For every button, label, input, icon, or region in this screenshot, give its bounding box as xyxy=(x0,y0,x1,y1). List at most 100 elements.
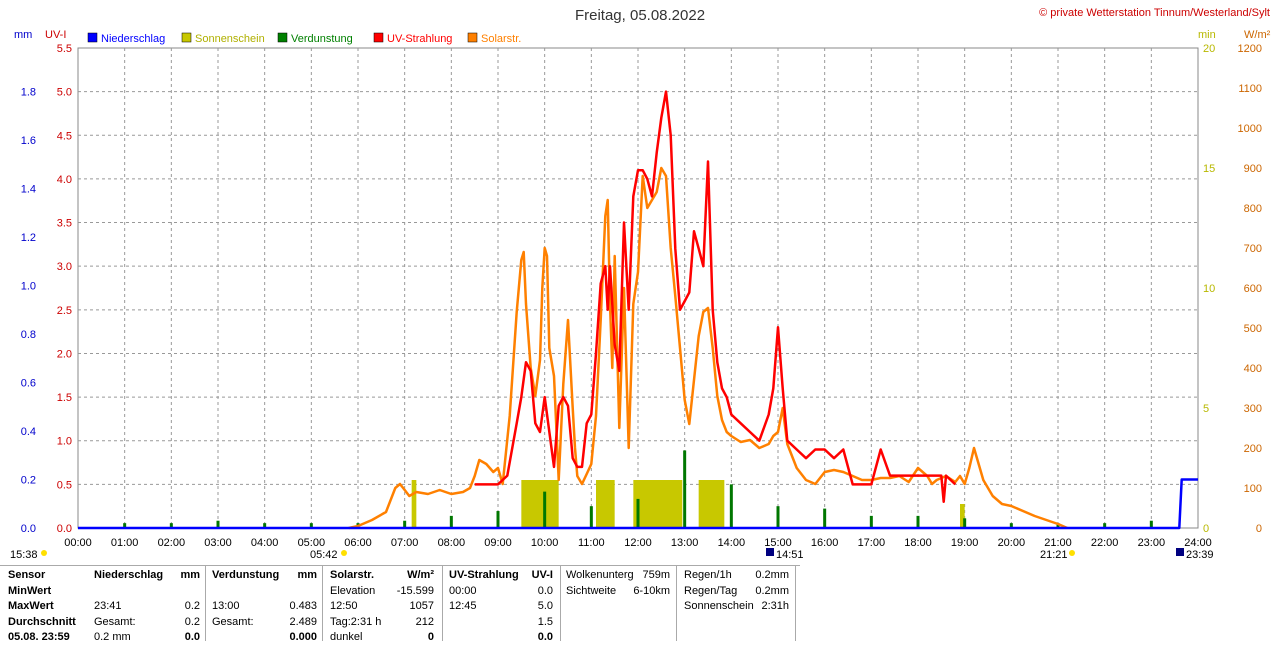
wm2-tick-label: 1100 xyxy=(1238,83,1262,95)
col-solar-cell-value: 1057 xyxy=(409,600,434,612)
evaporation-bar xyxy=(123,523,127,528)
col-wolken-cell-label: Wolkenunterg xyxy=(566,569,634,581)
col-regen-cell-label: Regen/Tag xyxy=(684,584,738,597)
col-niederschlag-cell-label: 0.2 mm xyxy=(94,631,131,643)
unit-uvi: UV-I xyxy=(45,29,66,41)
wm2-tick-label: 400 xyxy=(1244,363,1262,375)
min-tick-label: 0 xyxy=(1203,523,1209,535)
sunrise-icon xyxy=(341,550,347,556)
mm-tick-label: 1.4 xyxy=(21,184,36,196)
wm2-tick-label: 700 xyxy=(1244,243,1262,255)
wm2-tick-label: 200 xyxy=(1244,443,1262,455)
x-tick-label: 14:00 xyxy=(718,537,746,549)
mm-tick-label: 1.2 xyxy=(21,232,36,244)
col-wolken: Wolkenunterg 759m Sichtweite 6-10km xyxy=(566,568,670,599)
col-regen-cell-value: 0.2mm xyxy=(755,569,789,581)
col-uv-header: UV-Strahlung UV-I xyxy=(449,568,553,584)
table-col-sensor: Sensor MinWert MaxWert Durchschnitt 05.0… xyxy=(8,568,76,646)
evaporation-bar xyxy=(449,515,453,528)
col-regen-cell-label: Regen/1h xyxy=(684,569,732,581)
evaporation-bar xyxy=(1149,520,1153,528)
col-solar-cell-value: 0 xyxy=(427,631,434,643)
col-uv: UV-Strahlung UV-I 00:00 0.0 12:45 5.0 1.5 0.0 xyxy=(449,568,553,646)
col-uv-row: 12:45 5.0 xyxy=(449,599,553,615)
evaporation-bar xyxy=(1009,523,1013,528)
mm-tick-label: 0.0 xyxy=(21,523,36,535)
evaporation-bar xyxy=(543,491,547,528)
col-uv-cell-label: 12:45 xyxy=(449,600,477,612)
evaporation-bar xyxy=(589,506,593,528)
marker-moon-b: 23:39 xyxy=(1186,549,1214,561)
col-verdunstung-row xyxy=(212,584,317,600)
col-verdunstung-cell-label: Gesamt: xyxy=(212,615,254,628)
chart-lines xyxy=(78,90,1198,530)
station-credit: © private Wetterstation Tinnum/Westerlan… xyxy=(1039,7,1270,19)
series-line-solarstr xyxy=(348,166,1068,530)
sunshine-bar xyxy=(960,504,965,528)
mm-tick-label: 1.6 xyxy=(21,135,36,147)
col-uv-cell-label: 00:00 xyxy=(449,584,477,597)
col-verdunstung-row: 13:00 0.483 xyxy=(212,599,317,615)
col-niederschlag-cell-label: Gesamt: xyxy=(94,615,136,628)
min-tick-label: 5 xyxy=(1203,403,1209,415)
uvi-tick-label: 5.0 xyxy=(57,87,72,99)
col-solar-cell-label: Elevation xyxy=(330,584,376,597)
x-tick-label: 09:00 xyxy=(484,537,512,549)
col-solar-cell-label: 12:50 xyxy=(330,600,358,612)
col-solar: Solarstr. W/m² Elevation -15.599 12:50 1057 Ta… xyxy=(330,568,434,646)
chart-grid xyxy=(77,47,1199,529)
col-uv-title: UV-Strahlung xyxy=(449,569,519,581)
col-niederschlag-cell-value: 0.0 xyxy=(184,631,200,643)
evaporation-bar xyxy=(1103,523,1107,528)
x-tick-label: 04:00 xyxy=(251,537,279,549)
col-verdunstung-cell-value: 0.000 xyxy=(289,631,317,643)
col-uv-cell-value: 5.0 xyxy=(537,600,553,612)
marker-sunset: 21:21 xyxy=(1040,549,1068,561)
col-uv-cell-value: 0.0 xyxy=(537,584,553,597)
col-niederschlag-row xyxy=(94,584,200,600)
x-tick-label: 07:00 xyxy=(391,537,419,549)
wm2-tick-label: 800 xyxy=(1244,203,1262,215)
moon-icon xyxy=(766,548,774,556)
sunshine-bar xyxy=(596,480,615,528)
chart-bars xyxy=(123,450,1153,528)
legend-swatch xyxy=(467,32,478,43)
x-tick-label: 20:00 xyxy=(998,537,1026,549)
wm2-tick-label: 900 xyxy=(1244,163,1262,175)
mm-tick-label: 0.6 xyxy=(21,378,36,390)
col-verdunstung-cell-value: 2.489 xyxy=(289,615,317,628)
wm2-tick-label: 1200 xyxy=(1238,43,1262,55)
evaporation-bar xyxy=(963,518,967,528)
row-label-current: 05.08. 23:59 xyxy=(8,631,70,643)
evaporation-bar xyxy=(263,523,267,528)
col-solar-row: Tag:2:31 h 212 xyxy=(330,615,434,631)
legend-swatch xyxy=(87,32,98,43)
legend-swatch xyxy=(373,32,384,43)
col-solar-cell-label: Tag:2:31 h xyxy=(330,615,382,628)
col-wolken-row: Sichtweite 6-10km xyxy=(566,584,670,600)
col-solar-cell-value: -15.599 xyxy=(396,584,434,597)
col-regen-cell-label: Sonnenschein xyxy=(684,600,754,612)
evaporation-bar xyxy=(169,523,173,528)
evaporation-bar xyxy=(1056,523,1060,528)
col-uv-unit: UV-I xyxy=(531,569,553,581)
col-verdunstung-title: Verdunstung xyxy=(212,569,280,581)
col-verdunstung-unit: mm xyxy=(297,569,317,581)
col-niederschlag-row: Gesamt: 0.2 xyxy=(94,615,200,631)
legend-label: UV-Strahlung xyxy=(387,33,452,45)
sunshine-bar xyxy=(411,480,417,528)
sun-icon xyxy=(41,550,47,556)
x-tick-label: 12:00 xyxy=(624,537,652,549)
col-regen-row: Regen/Tag 0.2mm xyxy=(684,584,789,600)
evaporation-bar xyxy=(729,484,733,528)
wm2-tick-label: 500 xyxy=(1244,323,1262,335)
column-divider xyxy=(442,566,443,641)
x-tick-label: 23:00 xyxy=(1138,537,1166,549)
col-verdunstung-cell-value: 0.483 xyxy=(289,600,317,612)
uvi-tick-label: 2.0 xyxy=(57,348,72,360)
wm2-tick-label: 0 xyxy=(1256,523,1262,535)
evaporation-bar xyxy=(309,523,313,528)
mm-tick-label: 0.4 xyxy=(21,426,36,438)
x-tick-label: 05:00 xyxy=(298,537,326,549)
col-solar-cell-label: dunkel xyxy=(330,631,363,643)
